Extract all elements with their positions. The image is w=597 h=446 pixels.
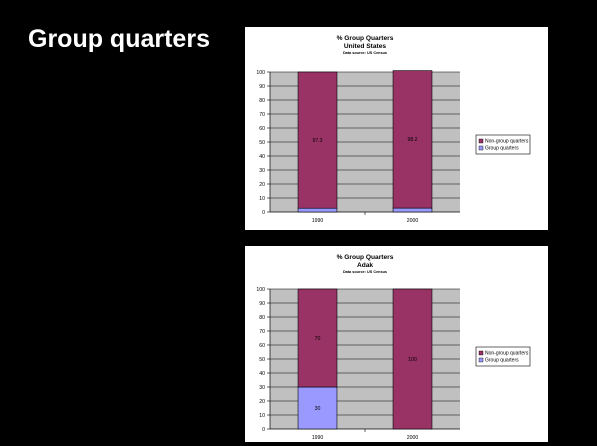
y-tick-label: 40 — [259, 154, 265, 160]
y-tick-label: 0 — [262, 210, 265, 216]
chart-title: % Group Quarters — [337, 35, 394, 42]
legend-swatch — [478, 145, 484, 151]
data-label: 100 — [408, 357, 417, 363]
data-label: 70 — [315, 336, 321, 342]
data-label: 98.2 — [407, 137, 417, 143]
slide-title: Group quarters — [28, 25, 210, 53]
chart-subtitle: Adak — [357, 262, 373, 269]
bar-segment — [392, 70, 433, 209]
y-tick-label: 100 — [256, 70, 265, 76]
chart-adak: % Group Quarters Adak Data source: US Cens… — [245, 246, 548, 442]
data-label: 97.3 — [312, 138, 322, 144]
y-tick-label: 60 — [259, 343, 265, 349]
y-tick-label: 30 — [259, 168, 265, 174]
y-tick-label: 80 — [259, 315, 265, 321]
bar-segment — [297, 207, 338, 213]
legend-swatch — [478, 138, 484, 144]
legend-swatch — [478, 357, 484, 363]
x-tick-label: 1990 — [312, 435, 324, 441]
chart-subtitle: United States — [344, 43, 386, 50]
y-tick-label: 50 — [259, 357, 265, 363]
y-tick-label: 30 — [259, 385, 265, 391]
data-label: 30 — [315, 406, 321, 412]
y-tick-label: 20 — [259, 182, 265, 188]
bar-segment — [392, 207, 433, 213]
chart-source: Data source: US Census — [343, 51, 387, 55]
y-tick-label: 60 — [259, 126, 265, 132]
y-tick-label: 80 — [259, 98, 265, 104]
y-tick-label: 10 — [259, 413, 265, 419]
y-tick-label: 40 — [259, 371, 265, 377]
chart-title: % Group Quarters — [337, 254, 394, 261]
y-tick-label: 50 — [259, 140, 265, 146]
chart-united-states: % Group Quarters United States Data source… — [245, 27, 548, 230]
bar-segment — [297, 288, 338, 388]
x-tick-label: 1990 — [312, 218, 324, 224]
legend-box — [475, 346, 531, 367]
y-tick-label: 10 — [259, 196, 265, 202]
y-tick-label: 70 — [259, 112, 265, 118]
legend-swatch — [478, 350, 484, 356]
y-tick-label: 20 — [259, 399, 265, 405]
y-tick-label: 70 — [259, 329, 265, 335]
x-tick-label: 2000 — [407, 435, 419, 441]
x-tick-label: 2000 — [407, 218, 419, 224]
legend-entry: Non-group quarters — [485, 351, 529, 357]
y-tick-label: 100 — [256, 287, 265, 293]
y-tick-label: 90 — [259, 301, 265, 307]
y-tick-label: 90 — [259, 84, 265, 90]
bar-segment — [297, 386, 338, 430]
y-tick-label: 0 — [262, 427, 265, 433]
chart-source: Data source: US Census — [343, 270, 387, 274]
legend-box — [475, 134, 531, 155]
legend-entry: Group quarters — [485, 358, 519, 364]
legend-entry: Group quarters — [485, 146, 519, 152]
legend-entry: Non-group quarters — [485, 139, 529, 145]
bar-segment — [297, 71, 338, 209]
bar-segment — [392, 288, 433, 430]
